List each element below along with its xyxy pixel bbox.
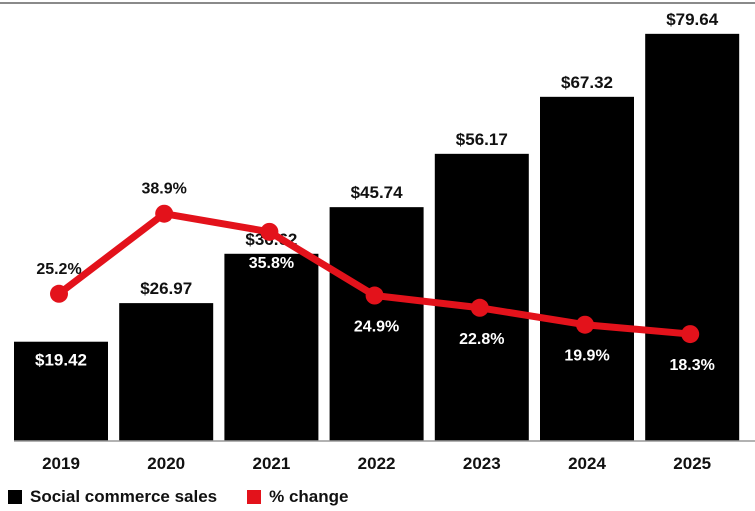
percent-point-2021 <box>260 222 279 241</box>
percent-point-2025 <box>681 325 700 344</box>
bar-2025 <box>645 33 740 441</box>
legend-swatch-sales <box>8 490 22 504</box>
legend-item-sales: Social commerce sales <box>8 487 217 507</box>
bar-group: $19.42$26.97$36.62$45.74$56.17$67.32$79.… <box>14 10 740 441</box>
percent-label-2019: 25.2% <box>36 261 81 278</box>
legend-label-percent-change: % change <box>269 487 349 506</box>
legend-label-sales: Social commerce sales <box>30 487 218 506</box>
legend-item-percent-change: % change <box>247 487 348 507</box>
percent-point-2023 <box>470 298 489 317</box>
percent-label-2023: 22.8% <box>459 331 504 348</box>
percent-label-2022: 24.9% <box>354 319 399 336</box>
bar-2019 <box>14 341 108 441</box>
percent-point-2022 <box>365 286 384 305</box>
percent-label-2025: 18.3% <box>670 357 715 374</box>
bar-value-label-2025: $79.64 <box>666 10 719 29</box>
chart: $19.42$26.97$36.62$45.74$56.17$67.32$79.… <box>0 2 755 473</box>
x-tick-2023: 2023 <box>463 454 501 473</box>
legend: Social commerce sales % change <box>8 487 378 507</box>
bar-2022 <box>329 207 424 441</box>
percent-label-2024: 19.9% <box>564 348 609 365</box>
percent-change-series: 25.2% 38.9% 35.8% 24.9% 22.8% 19.9% 18.3% <box>36 181 715 374</box>
x-tick-2025: 2025 <box>673 454 711 473</box>
x-tick-2021: 2021 <box>252 454 290 473</box>
percent-label-2020: 38.9% <box>142 181 187 198</box>
percent-point-2019 <box>50 284 68 303</box>
bar-2020 <box>119 303 214 441</box>
percent-label-2021: 35.8% <box>249 255 294 272</box>
x-axis-ticks: 2019 2020 2021 2022 2023 2024 2025 <box>42 454 711 473</box>
x-tick-2019: 2019 <box>42 454 80 473</box>
percent-point-2024 <box>576 315 594 334</box>
bar-2021 <box>224 253 319 441</box>
x-tick-2020: 2020 <box>147 454 185 473</box>
bar-value-label-2019: $19.42 <box>35 351 87 370</box>
bar-2024 <box>540 96 634 441</box>
bar-value-label-2023: $56.17 <box>456 130 508 149</box>
x-tick-2022: 2022 <box>358 454 396 473</box>
x-tick-2024: 2024 <box>568 454 606 473</box>
bar-value-label-2024: $67.32 <box>561 73 613 92</box>
bar-2023 <box>434 153 529 441</box>
percent-point-2020 <box>155 204 174 223</box>
bar-value-label-2022: $45.74 <box>351 183 404 202</box>
legend-swatch-percent-change <box>247 490 262 504</box>
bar-value-label-2020: $26.97 <box>140 279 192 298</box>
